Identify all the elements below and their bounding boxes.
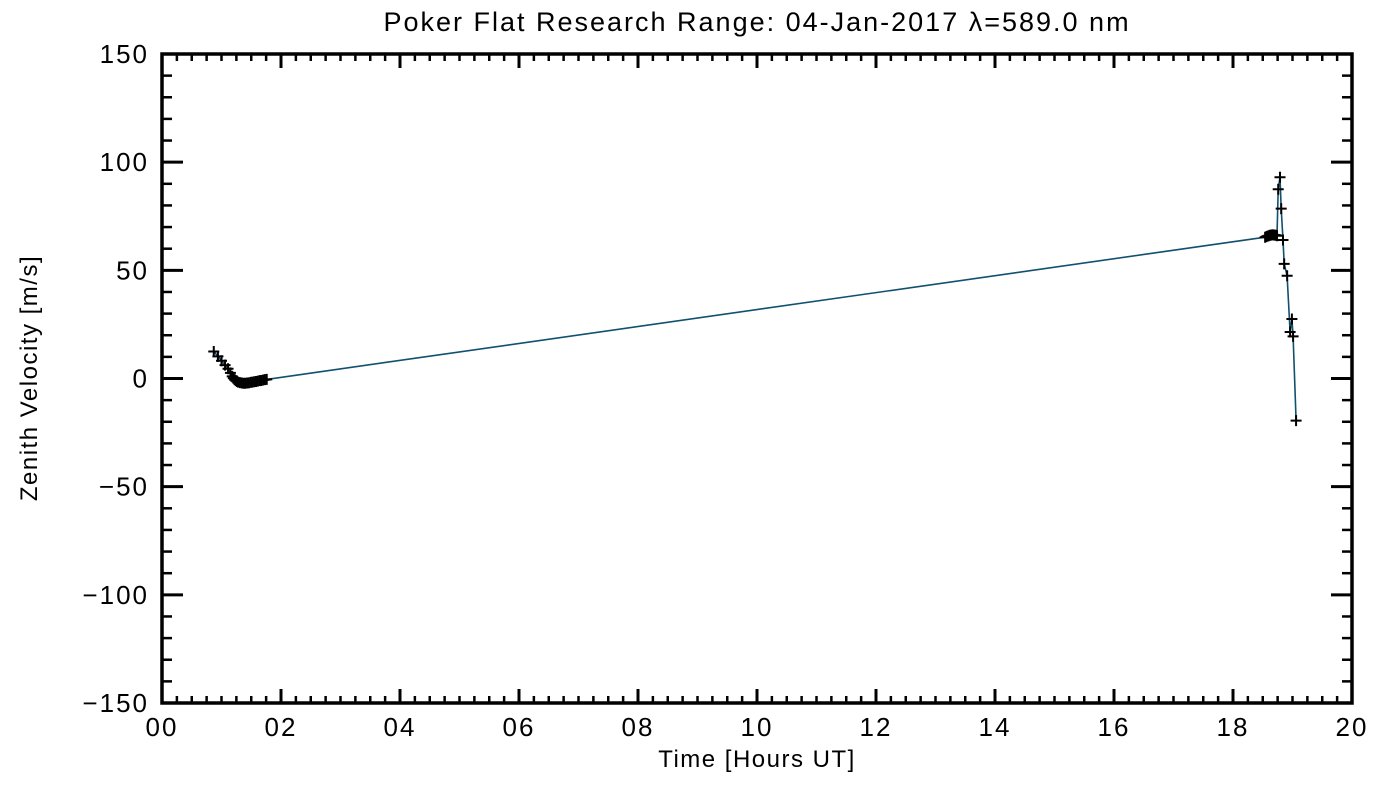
plus-marker: [1277, 234, 1289, 246]
x-ticks: [160, 54, 1354, 703]
x-tick-label: 02: [265, 712, 298, 742]
plus-marker: [261, 373, 273, 385]
x-tick-labels: 00 02 04 06 08 10 12 14 16 18 20: [146, 712, 1369, 742]
plus-marker: [1286, 313, 1298, 325]
y-tick-label: 50: [116, 255, 149, 285]
y-tick-label: 100: [100, 147, 149, 177]
x-tick-label: 18: [1217, 712, 1250, 742]
y-tick-label: 150: [100, 39, 149, 69]
y-tick-labels: −150 −100 −50 0 50 100 150: [82, 39, 149, 718]
y-axis-label: Zenith Velocity [m/s]: [16, 254, 43, 502]
plus-marker: [1278, 258, 1290, 270]
x-tick-label: 00: [146, 712, 179, 742]
y-tick-label: −100: [82, 580, 149, 610]
plus-marker: [1274, 171, 1286, 183]
plus-marker: [1275, 203, 1287, 215]
plus-marker: [1290, 415, 1302, 427]
axes-frame: [160, 52, 1354, 705]
x-axis-label: Time [Hours UT]: [658, 746, 856, 773]
x-tick-label: 14: [979, 712, 1012, 742]
chart-title: Poker Flat Research Range: 04-Jan-2017 λ…: [383, 7, 1131, 37]
x-tick-label: 12: [860, 712, 893, 742]
plus-marker: [1271, 230, 1283, 242]
plus-marker: [1272, 183, 1284, 195]
plus-marker: [1281, 270, 1293, 282]
data-line: [213, 177, 1297, 421]
x-tick-label: 06: [503, 712, 536, 742]
y-tick-label: 0: [133, 364, 149, 394]
x-tick-label: 16: [1098, 712, 1131, 742]
data-markers: [208, 171, 1302, 427]
x-tick-label: 10: [741, 712, 774, 742]
y-tick-label: −50: [99, 472, 149, 502]
x-tick-label: 08: [622, 712, 655, 742]
plus-marker: [1287, 330, 1299, 342]
y-tick-label: −150: [82, 688, 149, 718]
x-tick-label: 20: [1336, 712, 1369, 742]
y-ticks: [162, 52, 1352, 705]
data-series: [213, 177, 1297, 421]
x-tick-label: 04: [384, 712, 417, 742]
